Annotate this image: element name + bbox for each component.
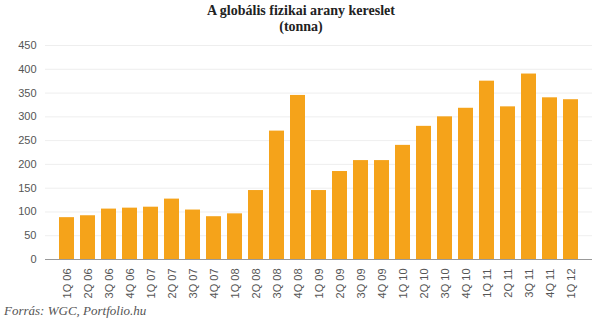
svg-text:4Q 11: 4Q 11 <box>544 269 556 298</box>
svg-text:4Q 07: 4Q 07 <box>208 269 220 299</box>
html-text:A globális fizikai arany keres: A globális fizikai arany kereslet <box>207 3 395 18</box>
svg-text:3Q 08: 3Q 08 <box>271 269 283 299</box>
svg-text:250: 250 <box>18 134 36 146</box>
svg-text:450: 450 <box>18 39 36 51</box>
svg-text:3Q 10: 3Q 10 <box>439 269 451 299</box>
svg-text:1Q 09: 1Q 09 <box>313 269 325 299</box>
svg-text:2Q 09: 2Q 09 <box>334 269 346 299</box>
svg-text:1Q 06: 1Q 06 <box>61 269 73 299</box>
svg-text:3Q 06: 3Q 06 <box>103 269 115 299</box>
svg-text:4Q 06: 4Q 06 <box>124 269 136 299</box>
svg-text:1Q 11: 1Q 11 <box>481 269 493 298</box>
svg-text:100: 100 <box>18 205 36 217</box>
svg-text:4Q 10: 4Q 10 <box>460 269 472 299</box>
svg-text:1Q 07: 1Q 07 <box>145 269 157 299</box>
html-text:Forrás: WGC, Portfolio.hu: Forrás: WGC, Portfolio.hu <box>4 303 147 318</box>
svg-text:350: 350 <box>18 87 36 99</box>
svg-text:1Q 08: 1Q 08 <box>229 269 241 299</box>
svg-text:2Q 06: 2Q 06 <box>82 269 94 299</box>
svg-text:4Q 09: 4Q 09 <box>376 269 388 299</box>
svg-text:2Q 07: 2Q 07 <box>166 269 178 299</box>
svg-text:1Q 12: 1Q 12 <box>565 269 577 299</box>
svg-text:2Q 10: 2Q 10 <box>418 269 430 299</box>
svg-text:2Q 11: 2Q 11 <box>502 269 514 298</box>
svg-text:4Q 08: 4Q 08 <box>292 269 304 299</box>
svg-text:150: 150 <box>18 182 36 194</box>
svg-text:3Q 09: 3Q 09 <box>355 269 367 299</box>
svg-text:400: 400 <box>18 63 36 75</box>
svg-text:2Q 08: 2Q 08 <box>250 269 262 299</box>
svg-text:0: 0 <box>30 253 36 265</box>
svg-text:3Q 11: 3Q 11 <box>523 269 535 298</box>
svg-text:300: 300 <box>18 110 36 122</box>
svg-text:50: 50 <box>24 229 36 241</box>
html-text:(tonna): (tonna) <box>279 19 323 34</box>
svg-text:1Q 10: 1Q 10 <box>397 269 409 299</box>
svg-text:3Q 07: 3Q 07 <box>187 269 199 299</box>
svg-text:200: 200 <box>18 158 36 170</box>
